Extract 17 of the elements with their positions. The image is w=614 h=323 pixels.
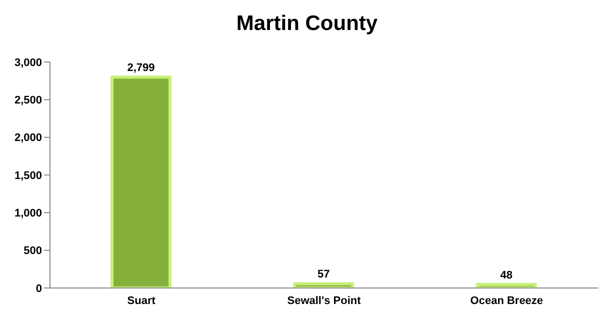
y-tick-label: 2,500 <box>14 94 42 107</box>
y-tick-label: 0 <box>36 282 42 295</box>
bar <box>293 282 354 288</box>
data-label: 48 <box>500 269 512 282</box>
chart-title: Martin County <box>235 12 379 36</box>
data-label: 2,799 <box>127 62 155 74</box>
x-tick-label: Suart <box>127 294 156 307</box>
y-tick-label: 2,000 <box>14 132 42 144</box>
data-label: 57 <box>318 268 330 281</box>
y-tick-label: 1,500 <box>14 170 42 182</box>
bar <box>110 76 172 288</box>
y-tick-label: 1,000 <box>14 208 42 220</box>
y-tick-label: 500 <box>24 245 42 258</box>
x-tick-label: Ocean Breeze <box>470 294 544 307</box>
bar <box>476 282 537 288</box>
y-tick-label: 3,000 <box>14 56 42 69</box>
x-tick-label: Sewall's Point <box>287 294 362 307</box>
